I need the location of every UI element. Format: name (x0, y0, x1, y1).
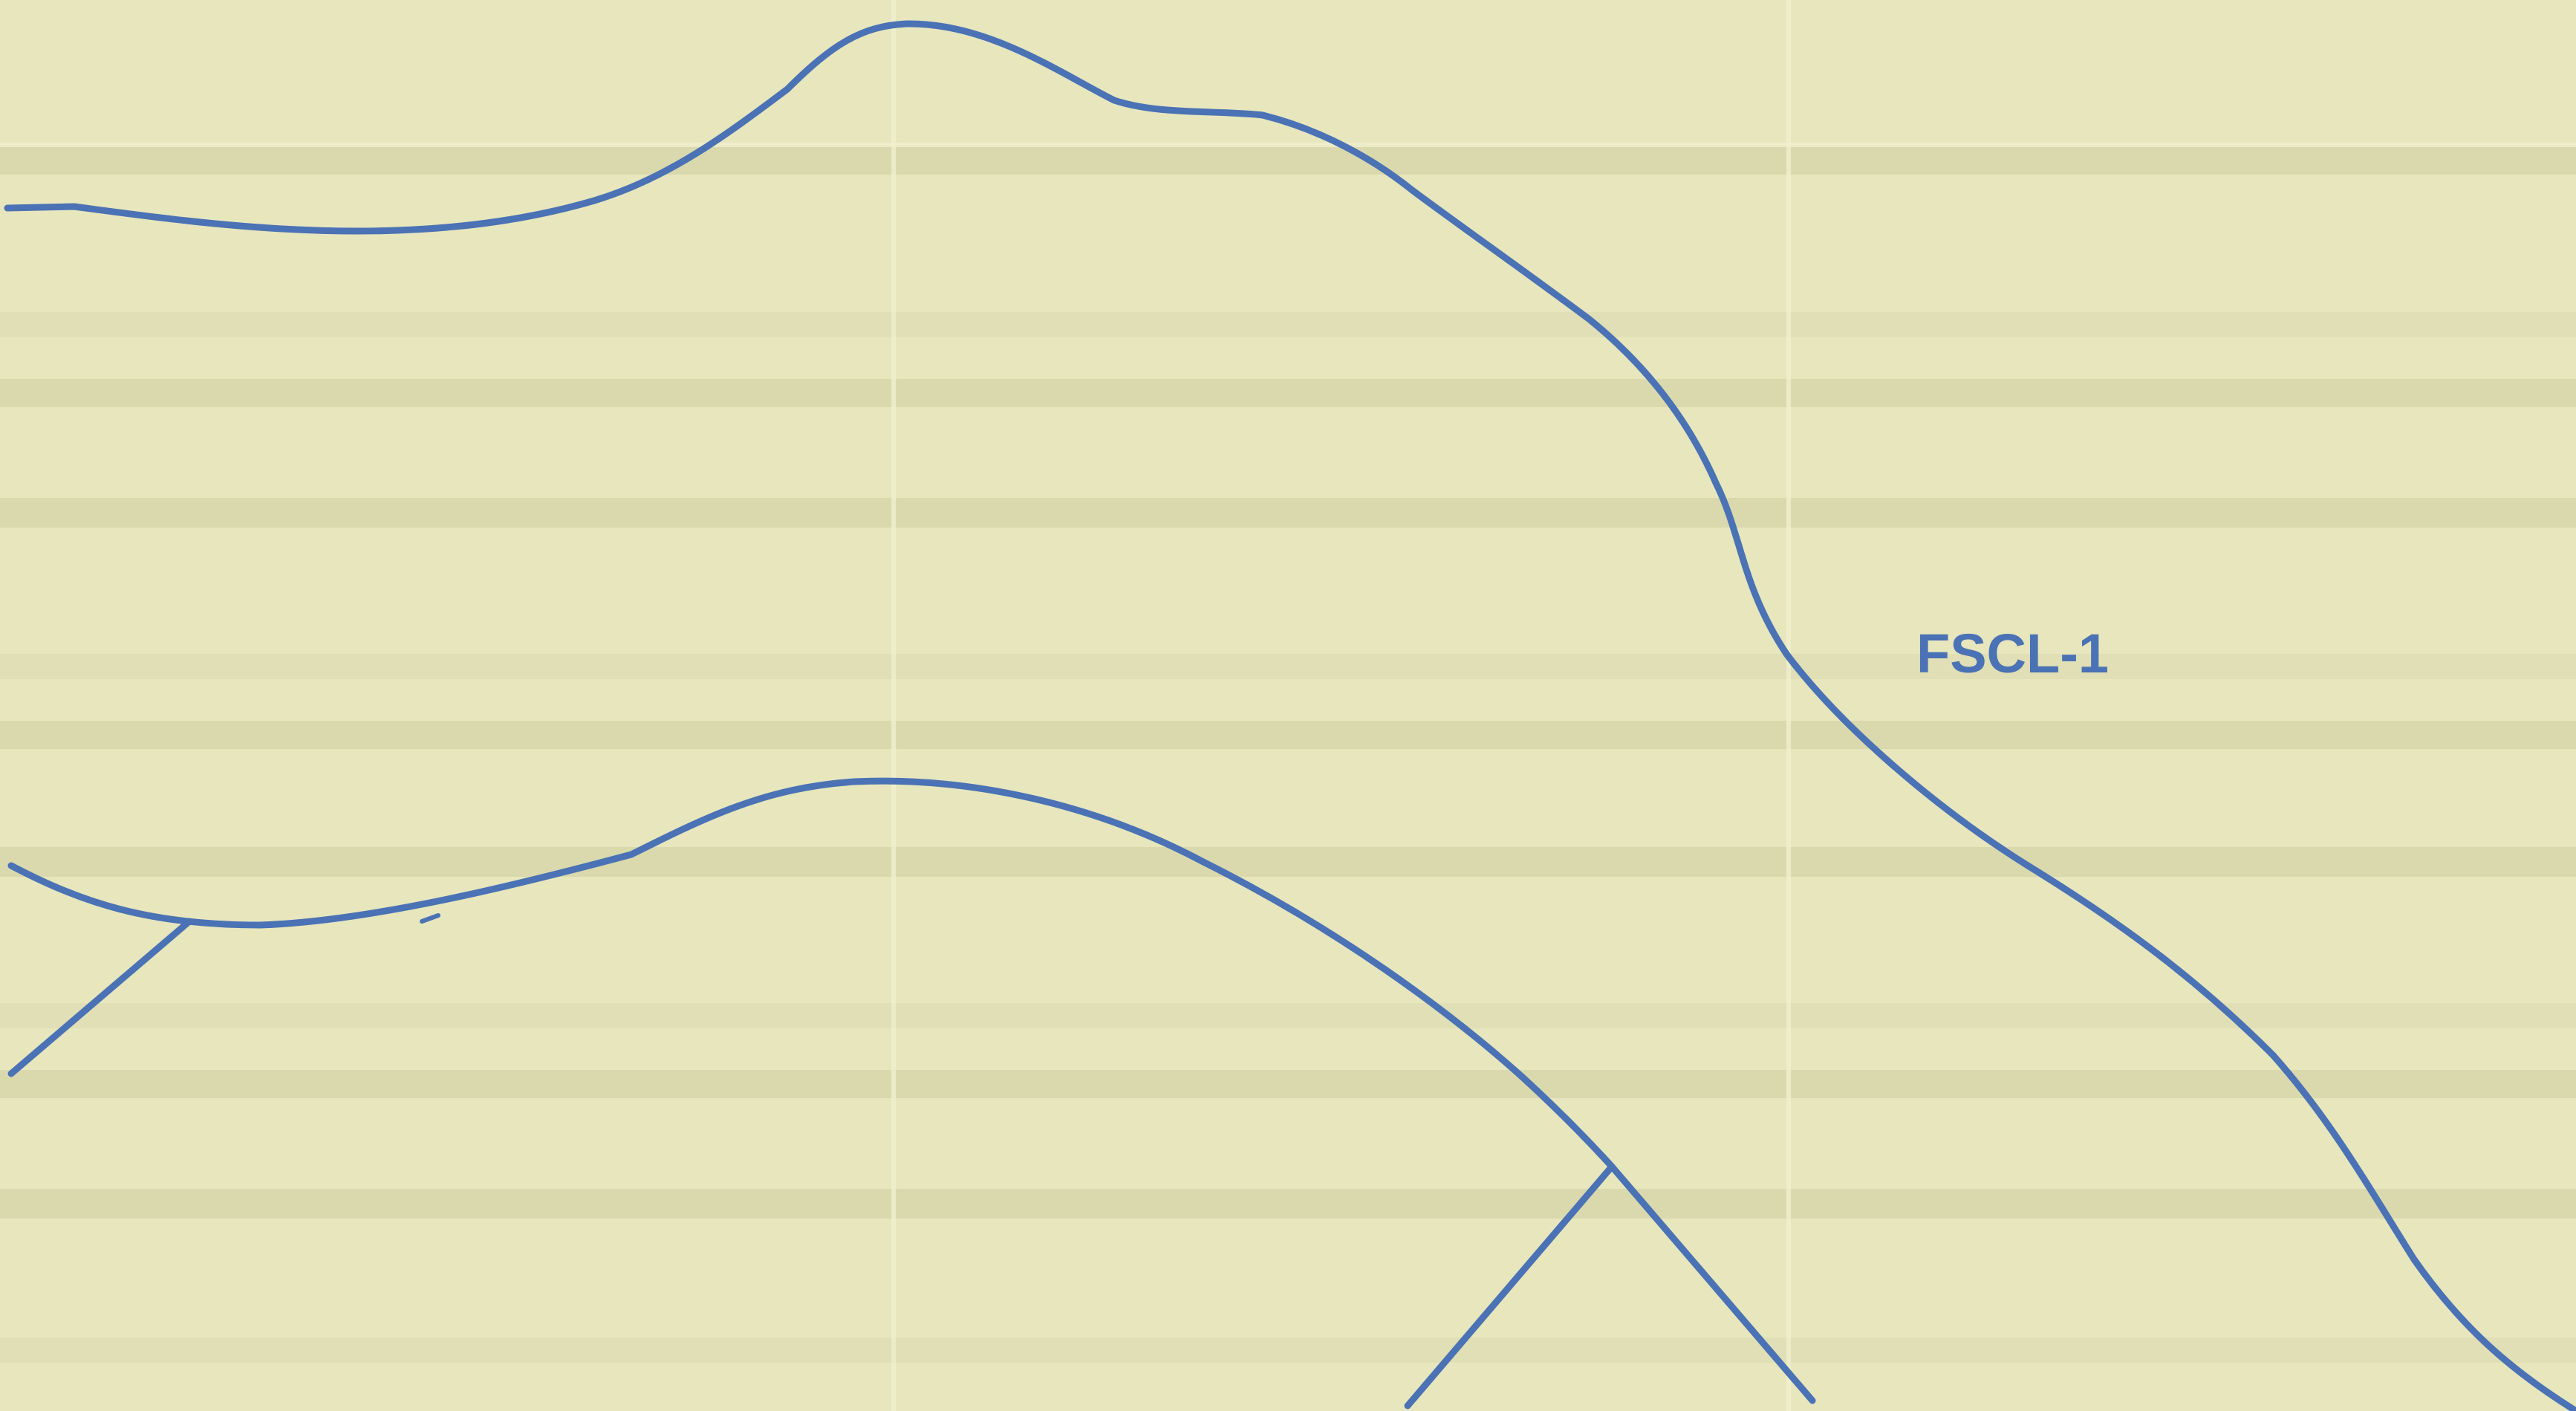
lower-boundary-curve (7, 777, 1816, 1404)
right-branch-line (1404, 1163, 1616, 1410)
upper-boundary-curve (4, 20, 2576, 1411)
background-text-bands (0, 145, 2576, 1363)
zone-label-fscl-1: FSCL-1 (1916, 623, 2109, 684)
left-branch-line (7, 918, 193, 1077)
small-tick-mark (420, 913, 440, 924)
